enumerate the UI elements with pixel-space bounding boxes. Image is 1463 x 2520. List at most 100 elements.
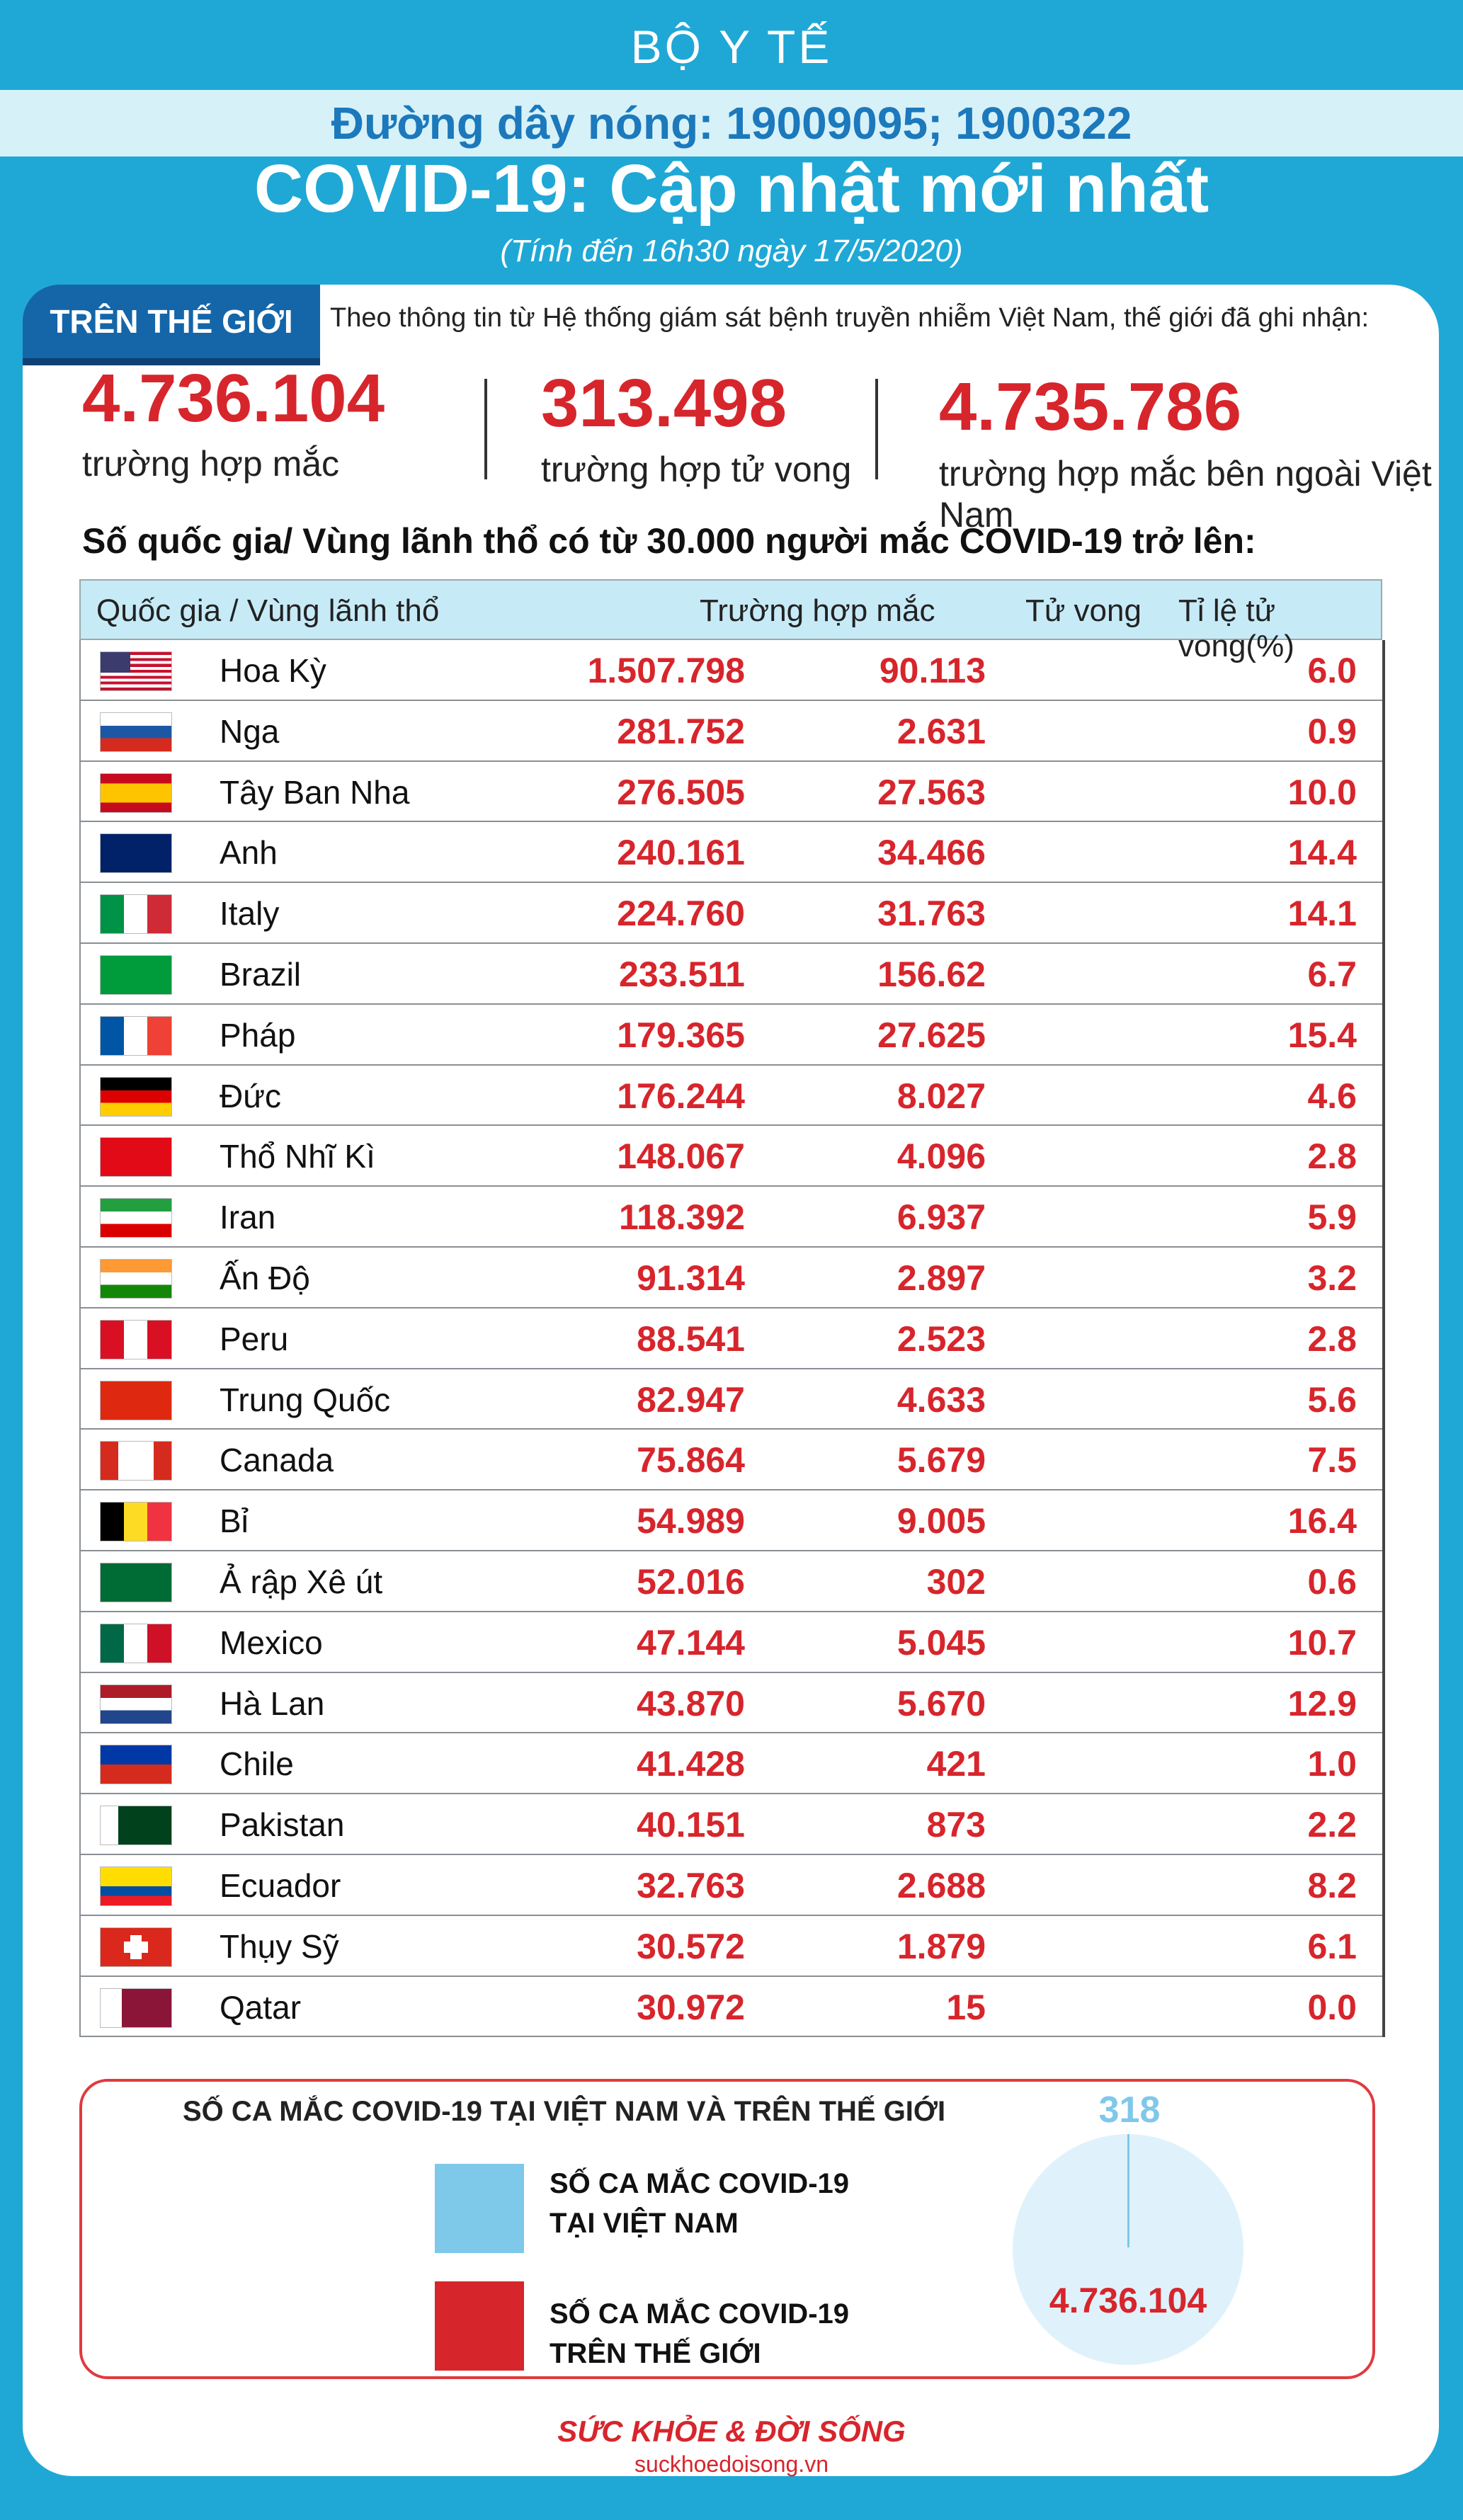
death-rate-value: 5.6	[1307, 1379, 1357, 1420]
total-deaths-value: 313.498	[541, 365, 787, 441]
country-name: Ấn Độ	[220, 1259, 310, 1296]
cl-flag	[101, 1745, 171, 1784]
pie-vn-slice	[1127, 2134, 1129, 2247]
table-row: Ả rập Xê út 52.016 302 0.6	[79, 1551, 1382, 1612]
cases-value: 240.161	[617, 833, 745, 873]
table-row: Hoa Kỳ 1.507.798 90.113 6.0	[79, 640, 1382, 701]
country-name: Italy	[220, 895, 280, 933]
death-rate-value: 16.4	[1287, 1501, 1357, 1541]
cases-value: 91.314	[637, 1258, 745, 1298]
country-name: Hoa Kỳ	[220, 652, 326, 689]
country-name: Ả rập Xê út	[220, 1563, 383, 1600]
table-row: Brazil 233.511 156.62 6.7	[79, 943, 1382, 1005]
country-table: Hoa Kỳ 1.507.798 90.113 6.0 Nga 281.752 2.631 0…	[79, 640, 1382, 2038]
qa-flag	[101, 1988, 171, 2027]
outside-vn-value: 4.735.786	[939, 369, 1242, 445]
death-rate-value: 4.6	[1307, 1076, 1357, 1116]
cases-value: 224.760	[617, 894, 745, 934]
sa-flag	[101, 1563, 171, 1602]
hotline-bar	[0, 90, 1463, 156]
be-flag	[101, 1503, 171, 1541]
death-rate-value: 0.0	[1307, 1987, 1357, 2027]
cases-value: 176.244	[617, 1076, 745, 1116]
table-row: Italy 224.760 31.763 14.1	[79, 883, 1382, 944]
table-row: Thụy Sỹ 30.572 1.879 6.1	[79, 1915, 1382, 1977]
deaths-value: 2.631	[896, 711, 986, 751]
pie-vn-value: 318	[1098, 2089, 1161, 2131]
deaths-value: 2.897	[896, 1258, 986, 1298]
death-rate-value: 10.0	[1287, 772, 1357, 812]
table-row: Đức 176.244 8.027 4.6	[79, 1065, 1382, 1127]
deaths-value: 2.688	[896, 1865, 986, 1905]
table-row: Tây Ban Nha 276.505 27.563 10.0	[79, 761, 1382, 823]
death-rate-value: 7.5	[1307, 1440, 1357, 1481]
country-name: Tây Ban Nha	[220, 773, 410, 811]
country-name: Pakistan	[220, 1806, 345, 1844]
death-rate-value: 10.7	[1287, 1622, 1357, 1663]
deaths-value: 302	[926, 1561, 986, 1602]
nl-flag	[101, 1684, 171, 1723]
header-cases: Trường hợp mắc	[700, 593, 935, 628]
cases-value: 52.016	[637, 1561, 745, 1602]
legend-label-vn: SỐ CA MẮC COVID-19 TẠI VIỆT NAM	[550, 2164, 849, 2243]
legend-swatch-world	[435, 2281, 524, 2371]
brand-url: suckhoedoisong.vn	[634, 2451, 829, 2477]
ministry-name: BỘ Y TẾ	[630, 21, 833, 73]
cases-value: 179.365	[617, 1015, 745, 1055]
cases-value: 82.947	[637, 1379, 745, 1420]
hotline-text: Đường dây nóng: 19009095; 1900322	[331, 98, 1132, 149]
cases-value: 32.763	[637, 1865, 745, 1905]
country-name: Bỉ	[220, 1503, 249, 1540]
cases-value: 43.870	[637, 1683, 745, 1723]
deaths-value: 5.670	[896, 1683, 986, 1723]
cases-value: 281.752	[617, 711, 745, 751]
table-row: Ecuador 32.763 2.688 8.2	[79, 1854, 1382, 1916]
country-name: Brazil	[220, 955, 302, 993]
table-row: Anh 240.161 34.466 14.4	[79, 822, 1382, 884]
cases-value: 233.511	[619, 954, 745, 994]
cases-value: 54.989	[637, 1501, 745, 1541]
death-rate-value: 6.7	[1307, 954, 1357, 994]
ir-flag	[101, 1199, 171, 1238]
in-flag	[101, 1259, 171, 1298]
cn-flag	[101, 1381, 171, 1420]
death-rate-value: 0.9	[1307, 711, 1357, 751]
ru-flag	[101, 712, 171, 751]
country-name: Qatar	[220, 1988, 302, 2026]
deaths-value: 27.563	[877, 772, 986, 812]
es-flag	[101, 773, 171, 812]
deaths-value: 5.045	[896, 1622, 986, 1663]
pk-flag	[101, 1806, 171, 1845]
deaths-value: 2.523	[896, 1318, 986, 1359]
cases-value: 148.067	[617, 1136, 745, 1177]
us-flag	[101, 652, 171, 690]
world-tag: TRÊN THẾ GIỚI	[23, 285, 320, 358]
stat-divider	[875, 379, 878, 479]
table-subheading: Số quốc gia/ Vùng lãnh thổ có từ 30.000 …	[82, 521, 1256, 561]
cases-value: 1.507.798	[587, 651, 745, 690]
cases-value: 40.151	[637, 1805, 745, 1845]
country-name: Chile	[220, 1745, 294, 1783]
tr-flag	[101, 1138, 171, 1177]
deaths-value: 8.027	[896, 1076, 986, 1116]
country-name: Canada	[220, 1442, 334, 1479]
legend-vn-line1: SỐ CA MẮC COVID-19	[550, 2168, 850, 2199]
cases-value: 30.572	[637, 1926, 745, 1966]
table-row: Thổ Nhĩ Kì 148.067 4.096 2.8	[79, 1126, 1382, 1187]
country-name: Thổ Nhĩ Kì	[220, 1138, 375, 1175]
cases-value: 75.864	[637, 1440, 745, 1481]
death-rate-value: 2.2	[1307, 1805, 1357, 1845]
cases-value: 41.428	[637, 1744, 745, 1784]
deaths-value: 5.679	[896, 1440, 986, 1481]
table-row: Pháp 179.365 27.625 15.4	[79, 1004, 1382, 1066]
deaths-value: 90.113	[879, 651, 986, 690]
death-rate-value: 1.0	[1307, 1744, 1357, 1784]
it-flag	[101, 895, 171, 934]
deaths-value: 1.879	[896, 1926, 986, 1966]
legend-world-line2: TRÊN THẾ GIỚI	[550, 2338, 761, 2369]
table-row: Qatar 30.972 15 0.0	[79, 1976, 1382, 2038]
br-flag	[101, 955, 171, 994]
country-name: Trung Quốc	[220, 1381, 391, 1418]
deaths-value: 156.62	[877, 954, 986, 994]
total-deaths-label: trường hợp tử vong	[541, 450, 852, 489]
